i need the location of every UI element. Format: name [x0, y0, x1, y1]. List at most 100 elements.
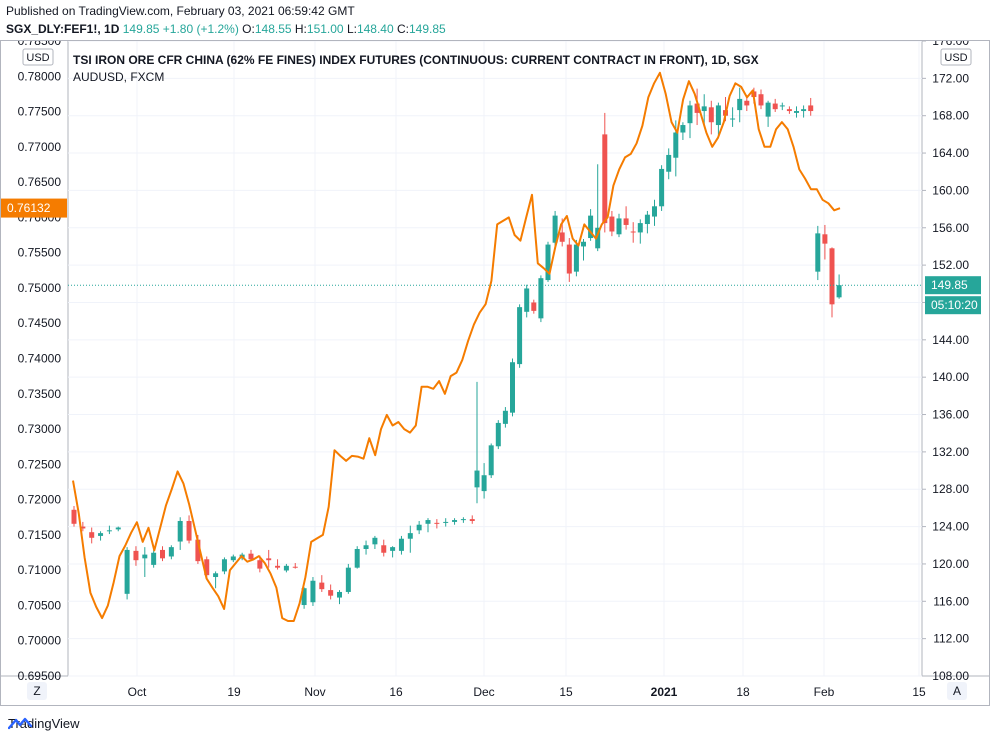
left-axis-tick-label: 0.73000	[18, 422, 62, 436]
candle	[474, 381, 480, 504]
left-axis-tick-label: 0.78500	[18, 41, 62, 48]
candle	[115, 526, 121, 532]
candle	[822, 224, 828, 260]
candle	[538, 275, 544, 323]
close-value: 149.85	[409, 22, 446, 36]
candle	[659, 165, 665, 211]
left-axis-tick-label: 0.73500	[18, 387, 62, 401]
candle	[151, 549, 157, 568]
candle	[815, 225, 821, 281]
time-axis[interactable]: Oct 19 Nov 16 Dec 15 2021 18 Feb 15	[128, 685, 926, 699]
candle	[836, 274, 842, 299]
candle	[266, 549, 272, 568]
candle	[142, 547, 148, 578]
z-button[interactable]	[27, 682, 47, 700]
candle	[407, 525, 413, 553]
candle	[434, 519, 440, 529]
candle	[630, 222, 636, 243]
candle	[89, 527, 95, 544]
close-label: C:	[397, 22, 409, 36]
candle	[786, 106, 792, 114]
candle	[687, 100, 693, 139]
candle	[186, 515, 192, 544]
left-axis-tick-label: 0.74500	[18, 316, 62, 330]
candle	[488, 443, 494, 479]
z-button-text: Z	[33, 684, 40, 698]
candle	[772, 98, 778, 112]
candle	[758, 89, 764, 110]
right-axis-tick-label: 172.00	[932, 71, 969, 85]
right-axis-tick-label: 132.00	[932, 445, 969, 459]
candle	[177, 517, 183, 550]
candle	[545, 241, 551, 282]
open-label: O:	[242, 22, 255, 36]
candle	[460, 517, 466, 523]
candle	[602, 112, 608, 233]
countdown-badge-text: 05:10:20	[931, 298, 978, 312]
left-currency-badge[interactable]	[22, 48, 54, 66]
candle	[204, 556, 210, 578]
price-chart[interactable]: 0.785000.780000.775000.770000.765000.760…	[1, 41, 989, 705]
left-axis-tick-label: 0.77500	[18, 105, 62, 119]
grid-lines	[1, 41, 989, 677]
published-caption: Published on TradingView.com, February 0…	[6, 4, 355, 18]
right-axis-tick-label: 168.00	[932, 109, 969, 123]
candle	[737, 87, 743, 123]
auto-scale-button[interactable]	[947, 682, 967, 700]
right-axis-tick-label: 164.00	[932, 146, 969, 160]
right-price-axis[interactable]: 176.00 172.00 168.00 164.00 160.00 156.00 152.…	[932, 41, 969, 683]
left-price-axis[interactable]: 0.785000.780000.775000.770000.765000.760…	[18, 41, 62, 683]
candle	[680, 122, 686, 140]
left-axis-tick-label: 0.71000	[18, 563, 62, 577]
right-axis-tick-label: 160.00	[932, 183, 969, 197]
candle	[644, 210, 650, 234]
candle	[566, 238, 572, 282]
left-currency-text: USD	[26, 52, 49, 64]
candle	[552, 210, 558, 248]
candle	[779, 102, 785, 111]
right-axis-tick-label: 120.00	[932, 557, 969, 571]
candle	[381, 539, 387, 557]
time-axis-tick-label: 18	[736, 685, 750, 699]
candle	[531, 299, 537, 314]
candle	[425, 518, 431, 533]
time-axis-tick-label: 15	[912, 685, 926, 699]
right-axis-tick-label: 112.00	[933, 632, 969, 646]
time-axis-tick-label: 2021	[651, 685, 678, 699]
tradingview-logo-icon	[8, 717, 32, 730]
candle	[133, 546, 139, 566]
candlestick-series	[71, 87, 842, 609]
candle	[652, 199, 657, 226]
last-price: 149.85	[122, 22, 160, 36]
time-axis-tick-label: Nov	[304, 685, 325, 699]
left-axis-tick-label: 0.70500	[18, 598, 62, 612]
symbol-label: SGX_DLY:FEF1!, 1D	[6, 22, 120, 36]
candle	[124, 547, 130, 600]
candle	[398, 535, 404, 555]
candle	[481, 463, 487, 499]
candle	[80, 521, 86, 532]
candle	[469, 515, 475, 524]
candle	[495, 420, 501, 450]
right-axis-tick-label: 156.00	[932, 221, 969, 235]
left-axis-tick-label: 0.74000	[18, 352, 62, 366]
low-label: L:	[346, 22, 357, 36]
candle	[609, 210, 615, 237]
candle	[715, 102, 721, 139]
right-axis-tick-label: 152.00	[932, 258, 969, 272]
chart-frame[interactable]: 0.785000.780000.775000.770000.765000.760…	[0, 40, 990, 706]
time-axis-tick-label: 15	[559, 685, 573, 699]
candle	[328, 584, 334, 600]
candle	[694, 88, 700, 126]
candle	[275, 559, 281, 570]
left-axis-tick-label: 0.75000	[18, 281, 62, 295]
right-currency-badge[interactable]	[940, 48, 972, 66]
right-axis-tick-label: 136.00	[932, 408, 969, 422]
candle	[98, 531, 104, 541]
candle	[319, 575, 325, 592]
candle	[502, 407, 508, 428]
candle	[588, 209, 594, 241]
tradingview-brand[interactable]: TradingView	[8, 716, 80, 731]
candle	[363, 540, 369, 555]
candle	[510, 358, 515, 417]
